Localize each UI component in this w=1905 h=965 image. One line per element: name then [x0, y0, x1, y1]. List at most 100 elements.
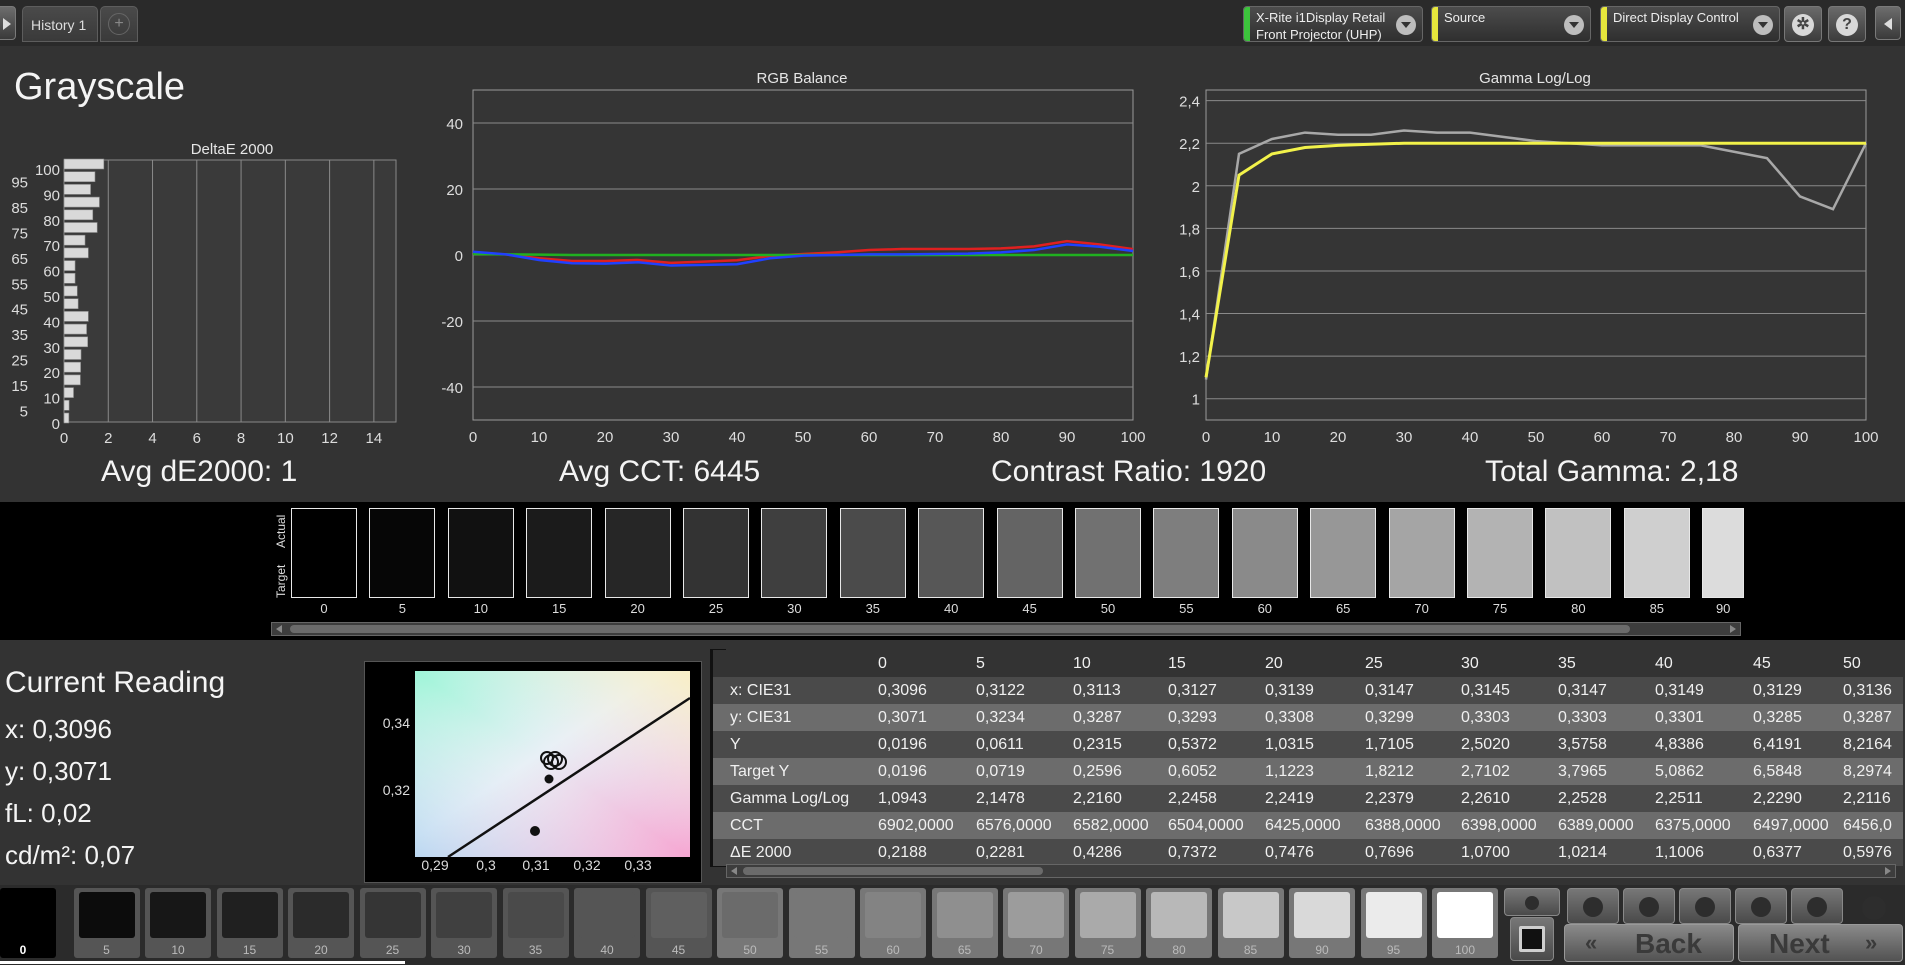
column-header[interactable]: 20 [1265, 655, 1283, 672]
patch-button-65[interactable]: 65 [931, 888, 998, 958]
back-button[interactable]: « Back [1564, 924, 1734, 962]
swatch-15[interactable] [526, 508, 593, 598]
swatch-45[interactable] [996, 508, 1063, 598]
swatch-scrollbar[interactable] [271, 622, 1741, 636]
progress-indicator [0, 961, 405, 964]
collapse-right-button[interactable] [1875, 6, 1901, 40]
table-cell: 6497,0000 [1753, 817, 1829, 834]
swatch-85[interactable] [1623, 508, 1690, 598]
stop-button[interactable] [1567, 888, 1619, 924]
patch-label: 45 [671, 943, 686, 957]
patch-button-30[interactable]: 30 [431, 888, 497, 958]
patch-button-50[interactable]: 50 [717, 888, 783, 958]
source-dropdown[interactable]: Source [1431, 6, 1591, 42]
column-header[interactable]: 10 [1073, 655, 1091, 672]
patch-color [1222, 892, 1279, 938]
swatch-90[interactable] [1702, 508, 1745, 598]
swatch-60[interactable] [1231, 508, 1298, 598]
swatch-label: 65 [1335, 601, 1351, 616]
meter-dropdown[interactable]: X-Rite i1Display Retail Front Projector … [1243, 6, 1423, 42]
column-header[interactable]: 45 [1753, 655, 1771, 672]
patch-label: 60 [886, 943, 900, 957]
column-header[interactable]: 5 [976, 655, 985, 672]
cie-y-tick: 0,32 [383, 782, 410, 798]
table-cell: 0,7696 [1365, 844, 1414, 861]
contrast-summary: Contrast Ratio: 1920 [991, 455, 1267, 488]
patch-color [1294, 892, 1350, 938]
patch-button-75[interactable]: 75 [1074, 888, 1141, 958]
swatch-70[interactable] [1388, 508, 1455, 598]
table-cell: 6456,0 [1843, 817, 1892, 834]
scroll-up-button[interactable] [1504, 888, 1560, 916]
expand-left-button[interactable] [0, 6, 16, 40]
patch-button-35[interactable]: 35 [502, 888, 569, 958]
patch-button-0[interactable]: 0 [0, 888, 56, 958]
patch-button-90[interactable]: 90 [1289, 888, 1355, 958]
swatch-5[interactable] [369, 508, 436, 598]
play-arrow-icon [3, 18, 11, 30]
swatch-30[interactable] [761, 508, 828, 598]
patch-label: 55 [814, 943, 829, 957]
help-button[interactable]: ? [1828, 6, 1866, 42]
swatch-75[interactable] [1467, 508, 1533, 598]
display-dropdown[interactable]: Direct Display Control [1600, 6, 1780, 42]
column-header[interactable]: 0 [878, 655, 887, 672]
swatch-40[interactable] [918, 508, 985, 598]
gamma-y-tick: 2,2 [1179, 136, 1200, 153]
refresh-button[interactable] [1791, 888, 1843, 924]
column-header[interactable]: 30 [1461, 655, 1479, 672]
patch-button-70[interactable]: 70 [1003, 888, 1069, 958]
stop-measure-button[interactable] [1510, 917, 1554, 961]
column-header[interactable]: 15 [1168, 655, 1186, 672]
patch-button-95[interactable]: 95 [1360, 888, 1427, 958]
patch-button-10[interactable]: 10 [145, 888, 211, 958]
patch-button-45[interactable]: 45 [645, 888, 712, 958]
next-button[interactable]: Next » [1738, 924, 1903, 962]
fit-button[interactable] [1679, 888, 1731, 924]
patch-button-5[interactable]: 5 [73, 888, 140, 958]
table-cell: 1,0214 [1558, 844, 1607, 861]
swatch-scroll-thumb[interactable] [290, 625, 1630, 633]
patch-button-15[interactable]: 15 [216, 888, 283, 958]
column-header[interactable]: 25 [1365, 655, 1383, 672]
table-scrollbar[interactable] [726, 864, 1896, 878]
deltae-bar [63, 273, 76, 284]
deltae-bar [63, 336, 88, 348]
patch-color [1365, 892, 1422, 938]
deltae-y-tick: 95 [11, 175, 28, 192]
loop-button[interactable] [1735, 888, 1787, 924]
swatch-80[interactable] [1545, 508, 1612, 598]
settings-button[interactable]: ✲ [1784, 6, 1822, 42]
patch-button-55[interactable]: 55 [788, 888, 855, 958]
patch-button-85[interactable]: 85 [1217, 888, 1284, 958]
deltae-y-tick: 20 [43, 365, 60, 382]
swatch-25[interactable] [683, 508, 749, 598]
table-scroll-thumb[interactable] [743, 867, 1043, 875]
patch-button-80[interactable]: 80 [1146, 888, 1212, 958]
tab-history-1[interactable]: History 1 [22, 6, 98, 42]
column-header[interactable]: 40 [1655, 655, 1673, 672]
deltae-bar [63, 298, 79, 309]
swatch-65[interactable] [1310, 508, 1377, 598]
play-icon [1639, 897, 1659, 917]
patch-button-25[interactable]: 25 [359, 888, 426, 958]
patch-button-100[interactable]: 100 [1432, 888, 1498, 958]
swatch-0[interactable] [291, 508, 357, 598]
swatch-55[interactable] [1153, 508, 1220, 598]
play-button[interactable] [1623, 888, 1675, 924]
swatch-10[interactable] [447, 508, 514, 598]
next-label: Next [1769, 928, 1830, 959]
patch-button-60[interactable]: 60 [860, 888, 926, 958]
swatch-50[interactable] [1075, 508, 1141, 598]
column-header[interactable]: 35 [1558, 655, 1576, 672]
table-cell: 0,3096 [878, 682, 927, 699]
swatch-20[interactable] [604, 508, 671, 598]
patch-color [579, 892, 635, 938]
tab-add[interactable]: + [100, 6, 138, 42]
swatch-35[interactable] [839, 508, 906, 598]
table-cell: 2,2528 [1558, 790, 1607, 807]
deltae-bar [63, 361, 81, 373]
column-header[interactable]: 50 [1843, 655, 1861, 672]
patch-button-20[interactable]: 20 [288, 888, 354, 958]
patch-button-40[interactable]: 40 [574, 888, 640, 958]
